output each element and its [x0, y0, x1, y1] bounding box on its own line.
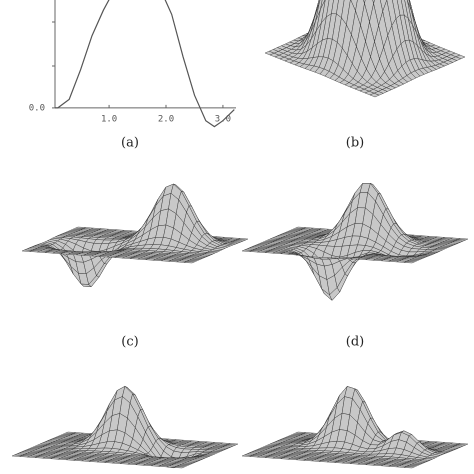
mesh-cell	[184, 261, 195, 264]
x-tick-label: 2.0	[158, 114, 174, 124]
mesh-cell	[372, 0, 375, 5]
panel-label: (a)	[121, 136, 139, 151]
data-line	[55, 0, 235, 128]
mesh-cell	[404, 466, 415, 469]
x-tick-label: 3.0	[215, 114, 231, 124]
panel-label: (c)	[121, 335, 138, 350]
y-tick-label: 0.0	[29, 103, 45, 113]
mesh-cell	[369, 92, 380, 98]
mesh-cell	[404, 261, 415, 264]
x-tick-label: 1.0	[101, 114, 117, 124]
panel-label: (d)	[346, 335, 364, 350]
mesh-cell	[174, 466, 185, 469]
panel-label: (b)	[346, 136, 364, 151]
surface-plots	[11, 0, 469, 469]
